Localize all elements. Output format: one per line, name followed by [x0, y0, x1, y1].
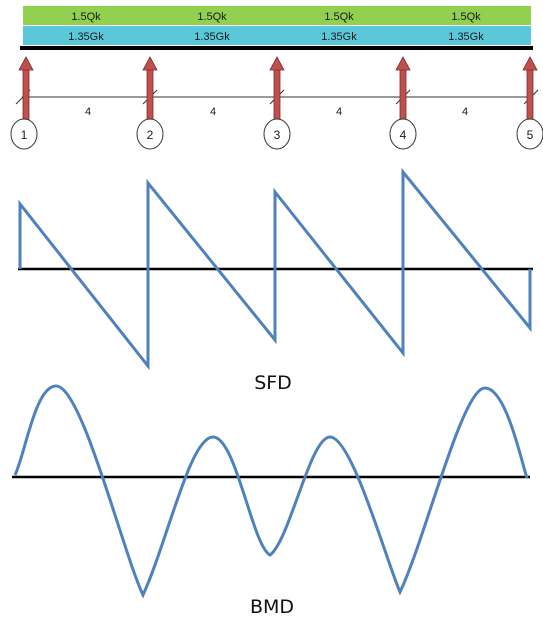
live-load-band	[23, 6, 531, 25]
dead-load-label: 1.35Gk	[448, 31, 484, 43]
live-load-label: 1.5Qk	[324, 11, 354, 23]
sfd-curve	[18, 167, 532, 371]
svg-text:1: 1	[21, 128, 28, 142]
dead-load-label: 1.35Gk	[194, 31, 230, 43]
svg-text:3: 3	[274, 128, 281, 142]
beam	[20, 46, 533, 50]
bmd-curve	[13, 384, 529, 599]
support-node: 2	[136, 118, 164, 150]
dead-load-label: 1.35Gk	[321, 31, 357, 43]
support-node: 5	[516, 118, 543, 150]
span-length-label: 4	[85, 106, 91, 118]
support-node: 4	[389, 118, 417, 150]
reaction-arrow	[522, 56, 538, 127]
span-length-label: 4	[336, 106, 342, 118]
sfd-caption: SFD	[254, 372, 292, 394]
live-load-label: 1.5Qk	[197, 11, 227, 23]
support-node: 3	[263, 118, 291, 150]
live-load-label: 1.5Qk	[451, 11, 481, 23]
support-node: 1	[10, 118, 38, 150]
bmd-caption: BMD	[250, 596, 294, 618]
svg-text:2: 2	[147, 128, 154, 142]
live-load-label: 1.5Qk	[71, 11, 101, 23]
svg-text:4: 4	[400, 128, 407, 142]
dead-load-label: 1.35Gk	[68, 31, 104, 43]
reaction-arrow	[18, 56, 34, 127]
span-length-label: 4	[210, 106, 216, 118]
svg-text:5: 5	[527, 128, 534, 142]
dead-load-band	[23, 26, 531, 45]
span-length-label: 4	[462, 106, 468, 118]
